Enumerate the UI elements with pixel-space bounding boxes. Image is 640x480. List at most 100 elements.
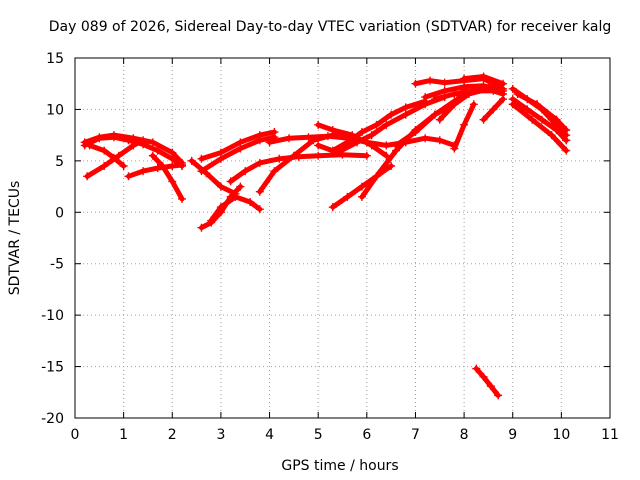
data-point [83,172,92,181]
y-tick-label: 15 [46,51,64,67]
plot-frame [74,57,611,419]
data-point [421,134,430,143]
data-point [499,95,507,104]
axis-ticks: 0 1 2 3 4 5 6 7 8 9 10 11 -20 -15 -10 -5 0 5 10 15 [41,51,619,443]
series-trace [199,129,277,162]
data-point [304,133,313,142]
series-arc4 [83,136,148,181]
data-point [343,138,352,147]
data-point [450,144,459,153]
data-point [328,146,337,155]
data-point [168,148,177,157]
x-tick-label: 9 [508,427,517,443]
data-point [401,110,410,119]
data-point [440,78,449,87]
data-point [153,146,162,155]
data-point [178,194,186,203]
data-point [508,84,517,93]
series-arc18 [328,162,396,212]
data-point [109,131,118,140]
data-point [114,151,123,160]
data-point [216,203,225,212]
data-point [168,162,177,170]
data-point [80,138,89,147]
series-trace [510,101,569,154]
x-axis-label: GPS time / hours [281,458,398,474]
data-point [367,141,376,150]
data-point [499,79,507,88]
data-point [236,144,245,153]
data-point [255,187,264,196]
y-tick-label: -10 [41,308,64,324]
data-point [528,115,537,124]
data-point [255,136,264,145]
data-point [382,141,391,150]
data-point [241,167,250,176]
y-axis-label: SDTVAR / TECUs [7,181,23,296]
y-tick-label: -20 [41,411,64,427]
x-tick-label: 1 [119,427,128,443]
data-point [236,182,245,191]
data-point [357,192,366,201]
data-point [430,110,439,119]
data-point [100,162,109,170]
series-arc27 [460,72,507,88]
data-point [328,203,337,212]
y-tick-label: -15 [41,360,64,376]
data-point [255,158,264,167]
series-arc6 [148,151,186,203]
data-point [328,126,337,134]
data-point [486,382,495,391]
data-point [411,128,420,137]
series-arc25 [430,86,507,104]
data-point [85,141,94,150]
data-point [494,391,503,400]
data-point [523,105,532,114]
data-point [387,162,396,170]
data-point [450,90,459,98]
data-point [314,141,323,150]
data-point [489,86,498,95]
series-trace [315,94,448,156]
data-point [450,100,459,109]
series-arc3 [85,141,128,170]
data-point [309,136,318,145]
x-tick-label: 6 [362,427,371,443]
data-point [430,95,439,104]
x-tick-label: 0 [71,427,80,443]
data-point [226,177,235,186]
data-point [314,120,323,129]
data-point [547,115,556,124]
data-point [508,100,517,109]
data-point [460,82,469,91]
data-point [489,105,498,114]
x-tick-label: 5 [314,427,323,443]
series-arc33 [472,364,503,400]
x-tick-label: 10 [552,427,570,443]
data-point [440,86,449,95]
y-tick-label: 10 [46,102,64,118]
series-trace [87,142,127,169]
data-point [382,120,391,129]
data-point [469,100,478,109]
data-point [265,138,274,147]
data-point [343,192,352,201]
data-point [421,93,430,102]
data-point [314,151,323,160]
data-point [537,115,546,124]
data-point [469,86,478,95]
x-tick-label: 2 [168,427,177,443]
data-series [80,72,571,400]
data-point [479,372,488,381]
data-point [533,100,542,109]
data-point [382,151,391,160]
data-point [472,364,481,373]
data-point [289,151,298,160]
data-point [392,141,400,150]
data-point [460,74,469,83]
grid-lines [75,58,610,418]
x-tick-label: 11 [601,427,619,443]
data-point [435,115,444,124]
data-point [148,138,157,147]
